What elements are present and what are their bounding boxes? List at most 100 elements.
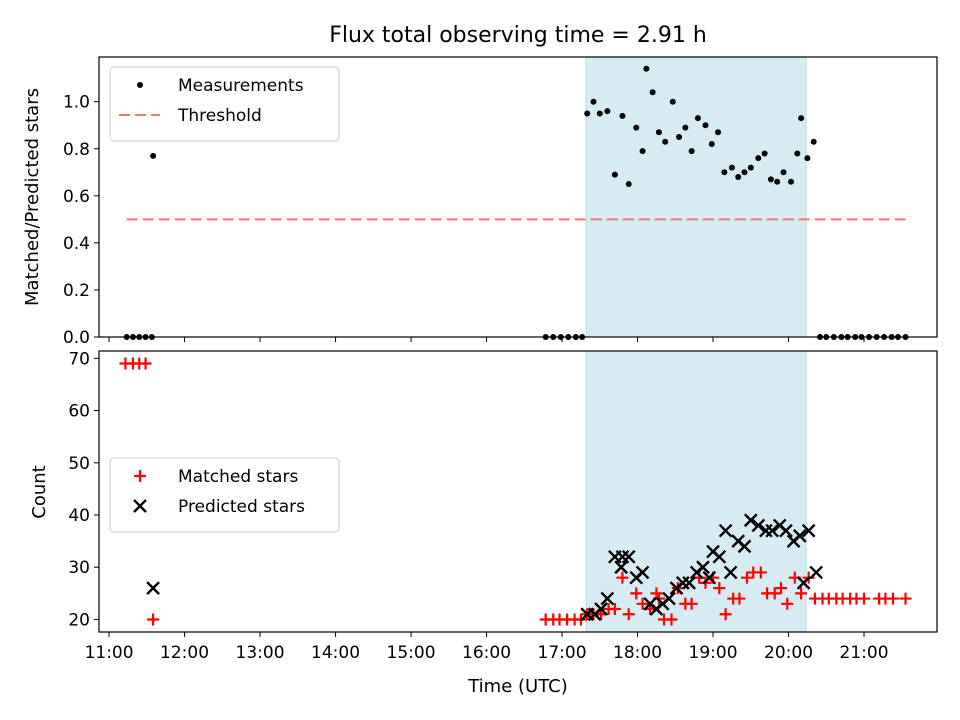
y-tick-label: 70 — [68, 349, 90, 369]
predicted-star-marker — [743, 513, 758, 528]
matched-star-marker — [781, 597, 794, 610]
measurement-point — [662, 138, 669, 145]
predicted-star-marker — [702, 570, 717, 585]
matched-star-marker — [630, 587, 643, 600]
measurement-point — [728, 164, 735, 171]
predicted-star-marker — [621, 549, 636, 564]
legend-box — [109, 66, 340, 142]
x-tick-label: 15:00 — [387, 643, 436, 663]
legend-plus-swatch — [134, 470, 146, 482]
legend-label: Predicted stars — [178, 497, 305, 517]
measurement-point — [788, 178, 795, 185]
predicted-star-marker — [146, 581, 160, 595]
predicted-star-marker — [600, 591, 615, 606]
y-tick-label: 1.0 — [63, 93, 90, 113]
y-tick-label: 30 — [68, 558, 90, 578]
predicted-star-marker — [779, 523, 793, 538]
matched-star-marker — [650, 587, 663, 600]
predicted-star-marker — [796, 576, 811, 590]
predicted-star-marker — [675, 576, 690, 590]
measurement-point — [676, 134, 683, 140]
predicted-star-marker — [809, 565, 824, 580]
measurement-point — [584, 110, 591, 117]
legend-label: Measurements — [178, 76, 304, 96]
matched-star-marker — [622, 608, 635, 621]
x-tick-label: 14:00 — [311, 643, 360, 663]
shaded-region — [585, 56, 807, 338]
top-panel: 0.0 0.2 0.4 0.6 0.8 1.0 Measurements Threshold — [63, 56, 938, 348]
measurement-point — [633, 124, 640, 131]
legend-dot-swatch — [137, 82, 143, 88]
x-tick-label: 12:00 — [160, 643, 209, 663]
y-tick-label: 20 — [68, 610, 90, 630]
matched-star-marker — [713, 582, 726, 595]
matched-star-marker — [899, 592, 912, 605]
matched-star-marker — [733, 592, 746, 605]
measurement-point — [604, 108, 611, 115]
measurement-point — [755, 155, 762, 162]
matched-star-marker — [858, 592, 871, 605]
matched-star-marker — [719, 608, 732, 621]
measurement-point — [804, 155, 811, 162]
measurement-point — [721, 169, 728, 176]
matched-star-marker — [741, 571, 754, 584]
bottom-panel: 11:00 12:00 13:00 14:00 15:00 16:00 17:00 18:00… — [68, 349, 938, 663]
measurement-point — [780, 169, 787, 176]
matched-star-marker — [665, 613, 678, 626]
measurement-point — [694, 115, 701, 122]
matched-star-marker — [139, 357, 152, 370]
x-tick-label: 13:00 — [236, 643, 285, 663]
matched-star-marker — [795, 587, 808, 600]
measurement-point — [643, 65, 650, 72]
y-tick-label: 0.6 — [63, 187, 90, 207]
top-y-axis-label: Matched/Predicted stars — [22, 88, 43, 306]
x-axis-label: Time (UTC) — [467, 676, 568, 697]
y-tick-label: 0.8 — [63, 140, 90, 160]
predicted-star-marker — [718, 523, 733, 538]
bottom-y-axis-label: Count — [29, 465, 50, 518]
y-tick-label: 0.4 — [63, 234, 90, 254]
measurement-point — [767, 176, 774, 183]
measurement-point — [761, 150, 768, 157]
y-tick-label: 0.2 — [63, 281, 90, 301]
shaded-region — [585, 350, 807, 633]
predicted-star-marker — [635, 565, 650, 580]
x-tick-label: 11:00 — [85, 643, 134, 663]
measurement-point — [655, 129, 662, 136]
y-tick-label: 40 — [68, 506, 90, 526]
y-tick-label: 60 — [68, 402, 90, 422]
measurement-point — [735, 174, 742, 180]
predicted-star-marker — [793, 529, 807, 543]
measurement-point — [639, 148, 646, 155]
predicted-star-marker — [737, 539, 752, 554]
predicted-star-marker — [662, 591, 676, 606]
measurement-point — [625, 181, 632, 188]
matched-star-marker — [636, 597, 649, 610]
predicted-star-marker — [615, 549, 630, 564]
x-tick-label: 16:00 — [462, 643, 511, 663]
legend-box — [109, 457, 340, 533]
plot-frame — [98, 56, 938, 338]
predicted-star-marker — [723, 565, 738, 580]
legend-label: Threshold — [177, 106, 262, 126]
measurement-point — [590, 98, 597, 105]
matched-star-marker — [685, 597, 698, 610]
measurement-point — [741, 169, 748, 176]
predicted-star-marker — [751, 518, 766, 533]
x-tick-label: 19:00 — [689, 643, 738, 663]
matched-star-marker — [768, 587, 781, 600]
plot-frame — [98, 350, 938, 633]
measurement-point — [596, 110, 603, 117]
measurement-point — [715, 129, 722, 136]
predicted-star-marker — [801, 523, 816, 538]
measurement-point — [702, 122, 709, 129]
predicted-star-marker — [682, 576, 696, 590]
matched-star-marker — [616, 571, 629, 584]
matched-star-marker — [147, 613, 160, 626]
matched-star-marker — [886, 592, 899, 605]
measurement-point — [798, 115, 805, 122]
measurement-point — [747, 164, 754, 171]
y-tick-label: 0.0 — [63, 328, 90, 348]
legend-x-swatch — [133, 499, 147, 513]
predicted-star-marker — [696, 560, 710, 575]
